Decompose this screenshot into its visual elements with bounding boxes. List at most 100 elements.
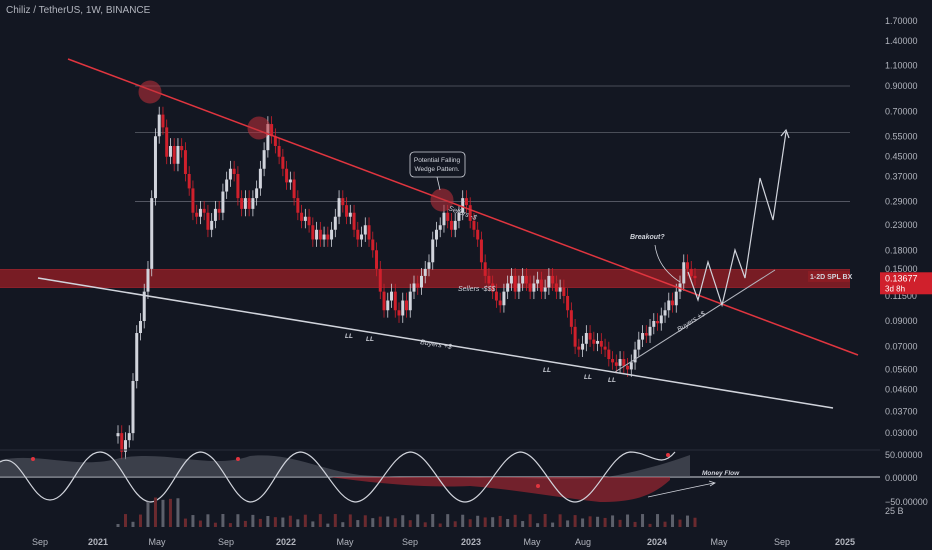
candle-body — [618, 359, 622, 366]
candle-body — [438, 225, 442, 230]
last-price-value: 0.13677 — [885, 273, 918, 283]
candle-body — [168, 145, 172, 157]
candle-body — [509, 275, 513, 284]
pattern-text-line1: Potential Falling — [414, 157, 461, 164]
candle-body — [281, 156, 285, 169]
volume-bar — [408, 520, 412, 527]
candle-body — [273, 136, 277, 146]
volume-bar — [251, 514, 255, 527]
volume-bar — [273, 517, 277, 527]
candle-body — [176, 145, 180, 164]
candle-body — [341, 198, 345, 206]
price-axis-tick: 0.18000 — [885, 245, 918, 255]
candle-body — [315, 229, 319, 240]
candle-body — [390, 291, 394, 301]
candle-body — [622, 359, 626, 366]
candle-body — [352, 212, 356, 230]
volume-bar — [348, 514, 352, 527]
candle-body — [611, 359, 615, 363]
candle-body — [311, 225, 315, 240]
candle-body — [562, 287, 566, 296]
candle-body — [300, 212, 304, 221]
candle-body — [573, 326, 577, 347]
time-axis-tick: Sep — [218, 537, 234, 547]
candle-body — [554, 283, 558, 292]
candle-body — [644, 333, 648, 336]
price-axis-tick: 0.70000 — [885, 107, 918, 117]
candle-body — [345, 205, 349, 217]
price-axis-tick: 0.03700 — [885, 407, 918, 417]
oscillator-dot — [666, 453, 670, 457]
time-axis-tick: May — [710, 537, 728, 547]
candle-body — [457, 212, 461, 221]
money-flow-arrow — [647, 480, 716, 498]
candle-body — [607, 349, 611, 360]
candle-body — [468, 205, 472, 221]
candle-body — [596, 340, 600, 344]
candle-body — [135, 333, 139, 381]
volume-bar — [603, 517, 607, 527]
volume-bar — [326, 523, 330, 527]
touch-point-circle — [247, 116, 271, 140]
volume-bar — [123, 514, 127, 527]
price-axis-tick: 0.90000 — [885, 81, 918, 91]
candle-body — [603, 346, 607, 350]
candle-body — [581, 343, 585, 350]
candle-body — [569, 310, 573, 327]
volume-bar — [393, 518, 397, 527]
volume-bar — [266, 516, 270, 527]
projection-path — [687, 131, 787, 308]
candle-body — [146, 268, 150, 292]
price-axis-tick: 0.45000 — [885, 152, 918, 162]
candle-body — [217, 208, 221, 213]
last-price-tag — [880, 272, 932, 295]
candle-body — [285, 168, 289, 183]
volume-bar — [626, 514, 630, 527]
candle-body — [333, 216, 337, 230]
money-flow-label: Money Flow — [702, 470, 740, 477]
zone-label: 1-2D SPL BX — [810, 274, 853, 281]
price-axis-tick: 1.70000 — [885, 16, 918, 26]
candle-body — [307, 216, 311, 226]
volume-bar — [401, 515, 405, 527]
candle-body — [221, 191, 225, 213]
last-price-countdown: 3d 8h — [885, 284, 905, 293]
oscillator-area-upper — [0, 455, 690, 479]
time-axis-tick: Sep — [774, 537, 790, 547]
candle-body — [648, 326, 652, 336]
wedge-resistance-line — [67, 58, 859, 356]
candle-body — [652, 321, 656, 327]
candle-body — [251, 198, 255, 209]
candle-body — [172, 145, 176, 164]
candle-body — [449, 220, 453, 230]
volume-bar — [296, 519, 300, 527]
oscillator-axis-tick: 0.00000 — [885, 473, 918, 483]
candle-body — [206, 212, 210, 230]
volume-bar — [611, 515, 615, 527]
volume-bar — [678, 519, 682, 527]
volume-bar — [333, 514, 337, 527]
candle-body — [532, 283, 536, 292]
candle-body — [393, 291, 397, 311]
candle-body — [360, 234, 364, 240]
breakout-label: Breakout? — [630, 234, 665, 241]
candle-body — [551, 275, 555, 284]
time-axis-tick: 2025 — [835, 537, 855, 547]
candle-body — [479, 239, 483, 263]
candle-body — [165, 127, 169, 157]
candle-body — [566, 295, 570, 311]
candle-body — [191, 188, 195, 213]
volume-bar — [596, 516, 600, 527]
candle-body — [491, 283, 495, 292]
candle-body — [401, 300, 405, 316]
volume-bar — [281, 517, 285, 527]
volume-bar — [498, 515, 502, 527]
volume-bar — [513, 514, 517, 527]
volume-bar — [161, 499, 165, 527]
time-axis-tick: May — [336, 537, 354, 547]
candle-body — [180, 145, 184, 151]
candle-body — [464, 198, 468, 206]
volume-bar — [566, 520, 570, 527]
candle-body — [592, 339, 596, 344]
